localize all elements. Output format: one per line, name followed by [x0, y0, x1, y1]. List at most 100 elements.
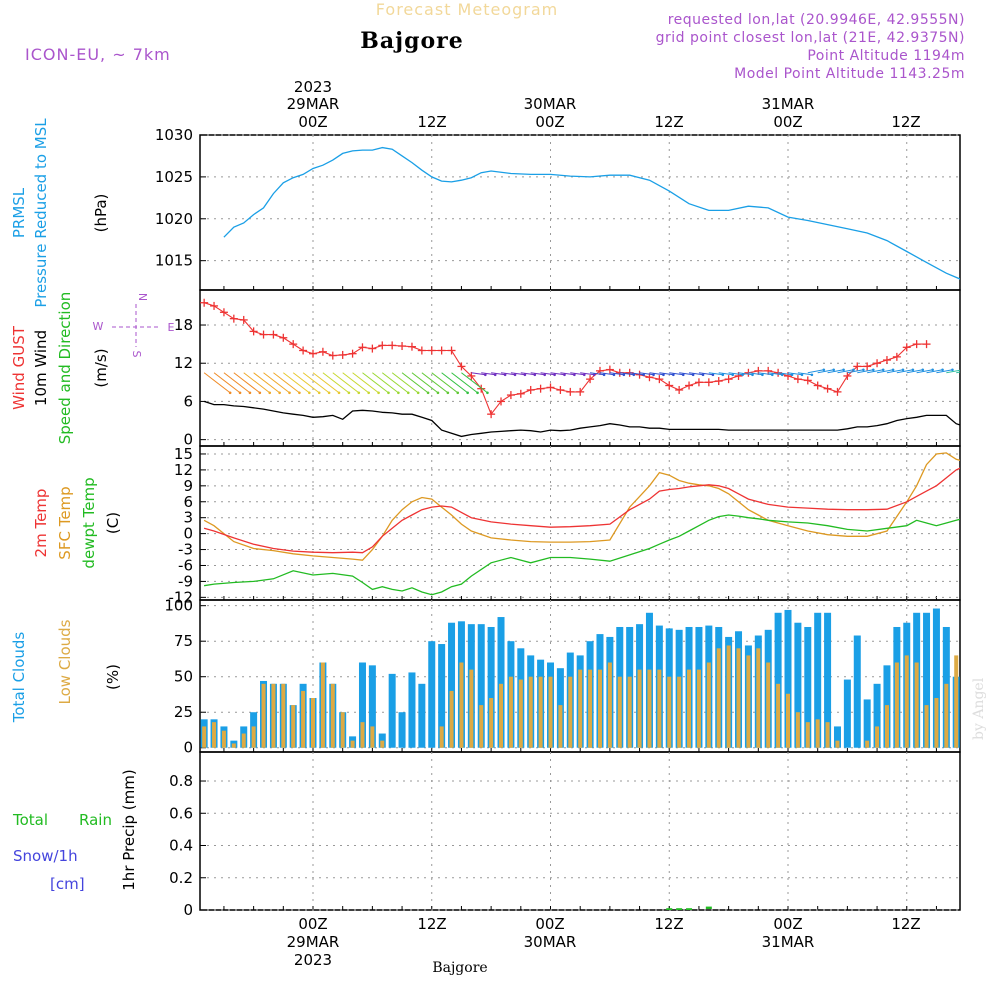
wind-direction-arrow: [590, 372, 605, 376]
wind-direction-arrow-head: [602, 373, 606, 377]
wind-speed-line: [203, 400, 960, 438]
low-cloud-bar: [924, 705, 929, 748]
wind-direction-arrow: [778, 372, 793, 376]
wind-direction-arrow: [570, 372, 585, 376]
wind-direction-arrow: [580, 372, 595, 376]
low-cloud-bar: [221, 730, 226, 748]
top-tick-3: 12Z: [654, 113, 683, 131]
wind-direction-arrow-head: [476, 391, 479, 395]
wind-direction-arrow: [807, 369, 824, 374]
wind-direction-arrow: [471, 372, 486, 376]
precip-label-snow: Snow/1h: [13, 847, 78, 865]
low-cloud-bar: [528, 676, 533, 748]
wind-direction-arrow-head: [288, 391, 291, 395]
wind-direction-arrow-head: [981, 368, 984, 371]
wind-direction-arrow-head: [711, 373, 715, 377]
low-cloud-bar: [350, 740, 355, 748]
low-cloud-bar: [756, 648, 761, 748]
low-cloud-bar: [815, 719, 820, 748]
bottom-tick-5: 12Z: [891, 915, 920, 933]
total-cloud-bar: [923, 612, 931, 748]
total-cloud-bar: [814, 612, 822, 748]
wind-direction-arrow-head: [238, 391, 242, 395]
top-tick-4: 00Z: [773, 113, 802, 131]
low-cloud-bar: [370, 726, 375, 748]
wind-direction-arrow: [599, 372, 615, 376]
wind-direction-arrow: [758, 372, 773, 376]
model-altitude: Model Point Altitude 1143.25m: [734, 66, 965, 82]
total-cloud-bar: [774, 612, 782, 748]
wind-direction-arrow-head: [466, 391, 469, 395]
low-cloud-bar: [508, 676, 513, 748]
wind-grid: [199, 289, 961, 447]
total-cloud-bar: [497, 617, 505, 748]
wind-direction-arrow: [718, 372, 733, 376]
wind-direction-arrow: [827, 369, 844, 374]
wind-direction-arrow: [352, 372, 379, 394]
wind-direction-arrow: [986, 370, 1000, 373]
low-cloud-bar: [795, 712, 800, 748]
low-cloud-bar: [805, 722, 810, 748]
total-cloud-bar: [833, 726, 841, 748]
pressure-marks: [223, 146, 960, 280]
top-date-29mar: 29MAR: [287, 95, 340, 113]
station-title: Bajgore: [360, 28, 463, 54]
wind-direction-arrow-head: [961, 368, 964, 371]
temperature-y-tick-label: 3: [183, 509, 193, 527]
wind-direction-arrow-head: [642, 373, 645, 377]
wind-direction-arrow-head: [921, 368, 925, 372]
low-cloud-bar: [518, 679, 523, 748]
pressure-line: [223, 146, 960, 280]
wind-direction-arrow-head: [971, 368, 974, 371]
clouds-y-tick-label: 25: [174, 703, 193, 721]
wind-gust-line: [203, 302, 927, 416]
temp-label-2m: 2m Temp: [32, 489, 50, 558]
wind-direction-arrow-head: [701, 373, 705, 377]
total-cloud-bar: [853, 635, 861, 748]
top-date-30mar: 30MAR: [524, 95, 577, 113]
panel-wind: 0 6 12 18 Wind GUST 10m Wind Speed and Dire…: [10, 289, 1000, 449]
wind-direction-arrow-head: [397, 391, 400, 395]
wind-direction-arrow: [738, 372, 753, 376]
compass-e: E: [168, 321, 175, 334]
wind-direction-arrow: [876, 369, 894, 374]
low-cloud-bar: [261, 683, 266, 748]
wind-direction-arrow-head: [523, 373, 527, 377]
low-cloud-bar: [469, 669, 474, 748]
wind-y-ticks: 0 6 12 18: [174, 316, 960, 449]
wind-direction-arrow-head: [951, 368, 954, 372]
wind-direction-arrow-head: [308, 391, 311, 395]
panel-clouds: 0 25 50 75 100 Total Clouds Low Clouds (%): [10, 597, 961, 757]
wind-direction-arrow: [332, 372, 360, 394]
wind-direction-arrow: [728, 372, 743, 376]
low-cloud-bar: [597, 669, 602, 748]
t2m-line: [203, 467, 960, 554]
wind-direction-arrow: [421, 372, 449, 394]
low-cloud-bar: [380, 740, 385, 748]
total-cloud-bar: [408, 672, 416, 748]
wind-direction-arrow-head: [681, 373, 685, 377]
low-cloud-bar: [696, 669, 701, 748]
low-cloud-bar: [281, 683, 286, 748]
wind-direction-arrow-head: [327, 391, 331, 395]
low-cloud-bar: [301, 690, 306, 748]
wind-frame: [199, 289, 961, 447]
bottom-tick-0: 00Z: [298, 915, 327, 933]
low-cloud-bar: [459, 662, 464, 748]
wind-direction-arrow: [629, 372, 644, 376]
temperature-grid: [199, 445, 961, 601]
low-cloud-bar: [330, 683, 335, 748]
wind-direction-arrow-head: [268, 391, 272, 395]
wind-direction-arrow: [857, 369, 874, 374]
wind-direction-arrow-head: [436, 391, 440, 395]
wind-direction-arrow-head: [991, 368, 994, 371]
top-tick-5: 12Z: [891, 113, 920, 131]
wind-direction-arrow-head: [881, 368, 885, 372]
wind-direction-arrow: [688, 372, 704, 376]
wind-direction-arrow: [253, 372, 280, 394]
temp-unit: (C): [104, 512, 122, 534]
total-cloud-bar: [487, 626, 495, 748]
bottom-date-30mar: 30MAR: [524, 933, 577, 951]
wind-direction-arrow: [530, 372, 545, 376]
